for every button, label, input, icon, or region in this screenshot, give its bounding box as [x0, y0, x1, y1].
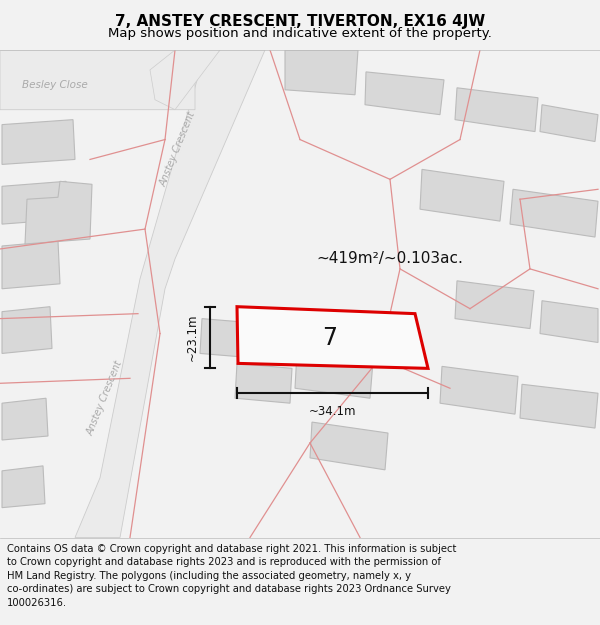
Polygon shape [540, 105, 598, 141]
Polygon shape [235, 363, 292, 403]
Polygon shape [310, 422, 388, 470]
Polygon shape [540, 301, 598, 343]
Polygon shape [455, 88, 538, 132]
Text: ~419m²/~0.103ac.: ~419m²/~0.103ac. [317, 251, 463, 266]
Polygon shape [2, 466, 45, 508]
Polygon shape [75, 50, 265, 538]
Polygon shape [150, 50, 220, 110]
Polygon shape [295, 351, 373, 398]
Polygon shape [237, 307, 428, 368]
Polygon shape [2, 307, 52, 354]
Text: Map shows position and indicative extent of the property.: Map shows position and indicative extent… [108, 28, 492, 41]
Polygon shape [2, 119, 75, 164]
Polygon shape [440, 366, 518, 414]
Polygon shape [0, 50, 195, 110]
Polygon shape [285, 50, 358, 95]
Text: Anstey Crescent: Anstey Crescent [158, 111, 197, 188]
Text: Contains OS data © Crown copyright and database right 2021. This information is : Contains OS data © Crown copyright and d… [7, 544, 457, 608]
Polygon shape [25, 181, 92, 244]
Polygon shape [455, 281, 534, 329]
Text: 7, ANSTEY CRESCENT, TIVERTON, EX16 4JW: 7, ANSTEY CRESCENT, TIVERTON, EX16 4JW [115, 14, 485, 29]
Polygon shape [365, 72, 444, 114]
Polygon shape [2, 398, 48, 440]
Text: ~23.1m: ~23.1m [185, 314, 199, 361]
Polygon shape [420, 169, 504, 221]
Polygon shape [200, 319, 262, 358]
Text: 7: 7 [322, 326, 337, 350]
Polygon shape [2, 181, 68, 224]
Polygon shape [510, 189, 598, 237]
Polygon shape [520, 384, 598, 428]
Text: ~34.1m: ~34.1m [309, 404, 356, 418]
Text: Besley Close: Besley Close [22, 80, 88, 90]
Polygon shape [2, 241, 60, 289]
Text: Anstey Crescent: Anstey Crescent [85, 359, 125, 437]
